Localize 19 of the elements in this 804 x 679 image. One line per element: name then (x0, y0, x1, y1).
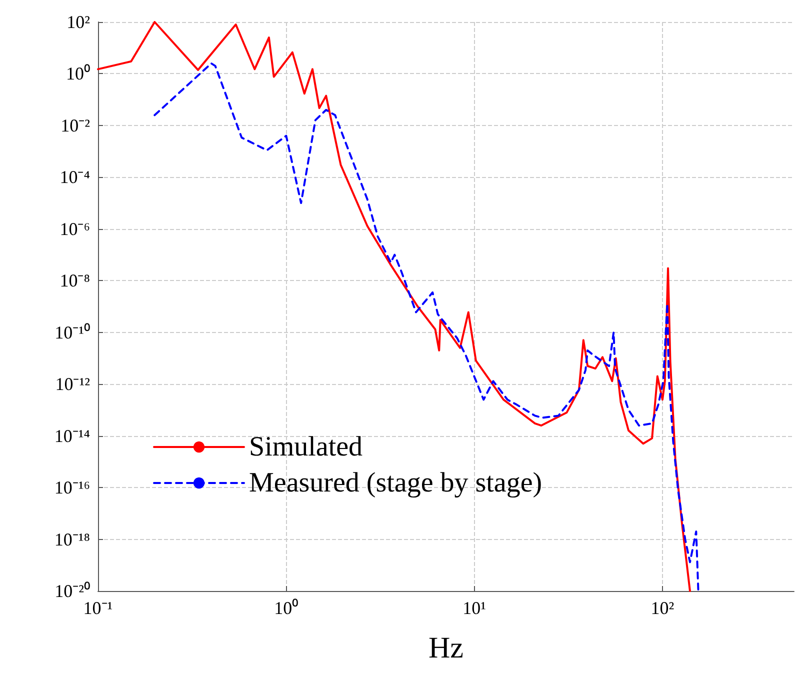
x-tick-label: 10² (650, 598, 674, 618)
legend-label: Simulated (249, 432, 363, 462)
y-tick-label: 10⁻² (60, 115, 90, 136)
x-tick-label: 10¹ (462, 598, 486, 618)
y-tick-label: 10⁻⁶ (60, 218, 90, 239)
y-tick-label: 10⁻¹⁴ (54, 426, 90, 446)
x-tick-label: 10⁰ (274, 598, 298, 618)
legend-label: Measured (stage by stage) (249, 468, 542, 498)
y-tick-label: 10⁻⁸ (60, 270, 90, 291)
x-axis-title: Hz (428, 632, 464, 664)
y-tick-label: 10⁰ (66, 64, 90, 84)
y-tick-label: 10² (66, 12, 90, 32)
y-tick-label: 10⁻¹⁸ (54, 529, 90, 550)
y-tick-label: 10⁻²⁰ (54, 581, 90, 601)
y-tick-label: 10⁻¹² (55, 374, 90, 394)
y-tick-label: 10⁻¹⁰ (54, 322, 90, 342)
y-tick-label: 10⁻¹⁶ (54, 478, 90, 498)
x-tick-label: 10⁻¹ (83, 598, 113, 618)
y-tick-label: 10⁻⁴ (60, 167, 90, 188)
